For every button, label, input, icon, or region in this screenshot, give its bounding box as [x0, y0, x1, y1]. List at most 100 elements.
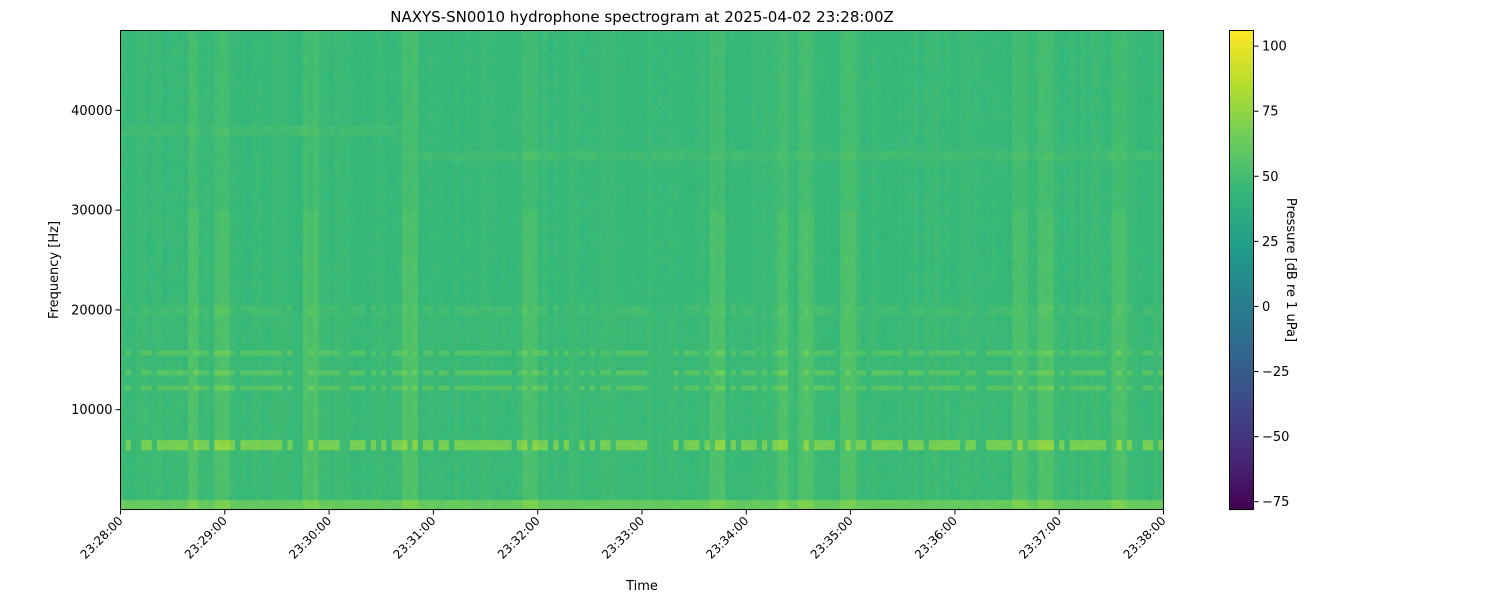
heatmap-cell [355, 500, 361, 506]
heatmap-cell [121, 355, 127, 361]
heatmap-cell [277, 410, 283, 416]
heatmap-cell [334, 185, 340, 191]
heatmap-cell [246, 140, 252, 146]
heatmap-cell [209, 230, 215, 236]
heatmap-cell [345, 500, 351, 506]
heatmap-cell [214, 90, 220, 96]
heatmap-cell [225, 345, 231, 351]
heatmap-cell [313, 160, 319, 166]
heatmap-cell [178, 430, 184, 436]
heatmap-cell [350, 295, 356, 301]
heatmap-cell [256, 50, 262, 56]
heatmap-cell [329, 340, 335, 346]
heatmap-cell [251, 310, 257, 316]
heatmap-cell [157, 160, 163, 166]
heatmap-cell [204, 35, 210, 41]
heatmap-cell [136, 185, 142, 191]
heatmap-cell [303, 260, 309, 266]
heatmap-cell [371, 350, 377, 356]
heatmap-cell [194, 260, 200, 266]
heatmap-cell [313, 430, 319, 436]
heatmap-cell [136, 190, 142, 196]
heatmap-cell [303, 315, 309, 321]
heatmap-cell [131, 465, 137, 471]
heatmap-cell [240, 45, 246, 51]
heatmap-cell [287, 350, 293, 356]
heatmap-cell [381, 415, 387, 421]
heatmap-cell [360, 90, 366, 96]
heatmap-cell [340, 265, 346, 271]
heatmap-cell [256, 335, 262, 341]
heatmap-cell [360, 500, 366, 506]
heatmap-cell [178, 300, 184, 306]
heatmap-cell [183, 330, 189, 336]
heatmap-cell [157, 75, 163, 81]
heatmap-cell [272, 265, 278, 271]
heatmap-cell [334, 310, 340, 316]
heatmap-cell [329, 115, 335, 121]
heatmap-cell [329, 110, 335, 116]
heatmap-cell [345, 300, 351, 306]
heatmap-cell [329, 360, 335, 366]
heatmap-cell [235, 100, 241, 106]
heatmap-cell [162, 430, 168, 436]
heatmap-cell [381, 390, 387, 396]
heatmap-cell [277, 265, 283, 271]
heatmap-cell [251, 140, 257, 146]
heatmap-cell [261, 245, 267, 251]
heatmap-cell [272, 495, 278, 501]
heatmap-cell [376, 400, 382, 406]
heatmap-cell [376, 90, 382, 96]
heatmap-cell [360, 355, 366, 361]
heatmap-cell [230, 375, 236, 381]
heatmap-cell [204, 70, 210, 76]
heatmap-cell [319, 330, 325, 336]
heatmap-cell [371, 65, 377, 71]
heatmap-cell [371, 285, 377, 291]
heatmap-cell [178, 295, 184, 301]
heatmap-cell [256, 120, 262, 126]
heatmap-cell [366, 55, 372, 61]
heatmap-cell [199, 170, 205, 176]
heatmap-cell [204, 135, 210, 141]
heatmap-cell [313, 60, 319, 66]
heatmap-cell [267, 315, 273, 321]
heatmap-cell [167, 145, 173, 151]
heatmap-cell [267, 145, 273, 151]
heatmap-cell [235, 115, 241, 121]
heatmap-cell [121, 445, 127, 451]
heatmap-cell [157, 275, 163, 281]
heatmap-cell [188, 50, 194, 56]
heatmap-cell [225, 475, 231, 481]
heatmap-cell [209, 435, 215, 441]
heatmap-cell [183, 120, 189, 126]
heatmap-cell [141, 475, 147, 481]
heatmap-cell [225, 225, 231, 231]
heatmap-cell [340, 405, 346, 411]
heatmap-cell [131, 345, 137, 351]
heatmap-cell [240, 390, 246, 396]
heatmap-cell [287, 420, 293, 426]
heatmap-cell [324, 55, 330, 61]
heatmap-cell [178, 80, 184, 86]
heatmap-cell [235, 200, 241, 206]
heatmap-cell [167, 105, 173, 111]
heatmap-cell [371, 380, 377, 386]
heatmap-cell [204, 315, 210, 321]
heatmap-cell [188, 160, 194, 166]
heatmap-cell [293, 195, 299, 201]
heatmap-cell [261, 395, 267, 401]
heatmap-cell [329, 330, 335, 336]
heatmap-cell [126, 415, 132, 421]
heatmap-cell [199, 295, 205, 301]
heatmap-cell [173, 300, 179, 306]
heatmap-cell [298, 235, 304, 241]
heatmap-cell [324, 425, 330, 431]
heatmap-cell [282, 135, 288, 141]
heatmap-cell [167, 180, 173, 186]
heatmap-cell [157, 440, 163, 446]
heatmap-cell [324, 280, 330, 286]
heatmap-cell [272, 210, 278, 216]
heatmap-cell [386, 35, 392, 41]
heatmap-cell [251, 390, 257, 396]
